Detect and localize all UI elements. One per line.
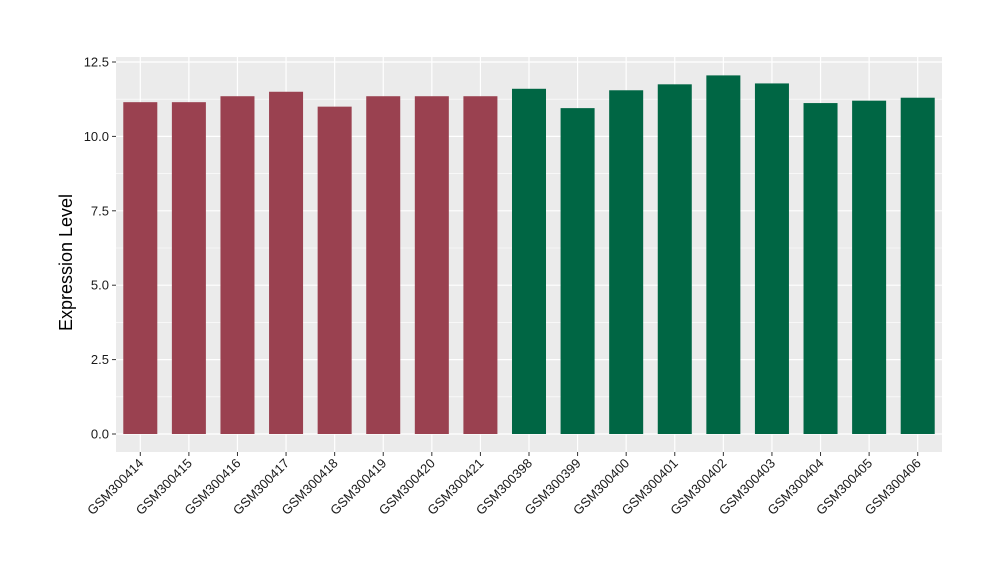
bar-GSM300420 (414, 96, 449, 434)
y-tick-label: 5.0 (91, 278, 109, 293)
bar-GSM300400 (609, 90, 644, 434)
bar-GSM300402 (706, 75, 741, 434)
y-tick-label: 12.5 (84, 55, 109, 70)
y-tick-label: 7.5 (91, 203, 109, 218)
bar-GSM300417 (269, 91, 304, 434)
bars (123, 75, 935, 435)
bar-GSM300405 (852, 100, 887, 435)
bar-GSM300419 (366, 96, 401, 434)
bar-GSM300415 (171, 102, 206, 435)
bar-GSM300399 (560, 108, 595, 435)
y-tick-label: 0.0 (91, 427, 109, 442)
bar-GSM300416 (220, 96, 255, 434)
bar-GSM300404 (803, 103, 838, 435)
bar-GSM300418 (317, 106, 352, 434)
bar-GSM300401 (657, 84, 692, 434)
bar-GSM300403 (754, 83, 789, 435)
y-tick-label: 10.0 (84, 129, 109, 144)
bar-GSM300406 (900, 97, 935, 434)
x-axis: GSM300414GSM300415GSM300416GSM300417GSM3… (84, 452, 924, 518)
y-axis: 0.0 2.5 5.0 7.5 10.0 12.5 (84, 55, 116, 442)
bar-GSM300414 (123, 102, 158, 435)
y-tick-label: 2.5 (91, 352, 109, 367)
bar-GSM300398 (511, 88, 547, 434)
bar-GSM300421 (463, 96, 498, 434)
y-axis-title: Expression Level (56, 194, 76, 331)
